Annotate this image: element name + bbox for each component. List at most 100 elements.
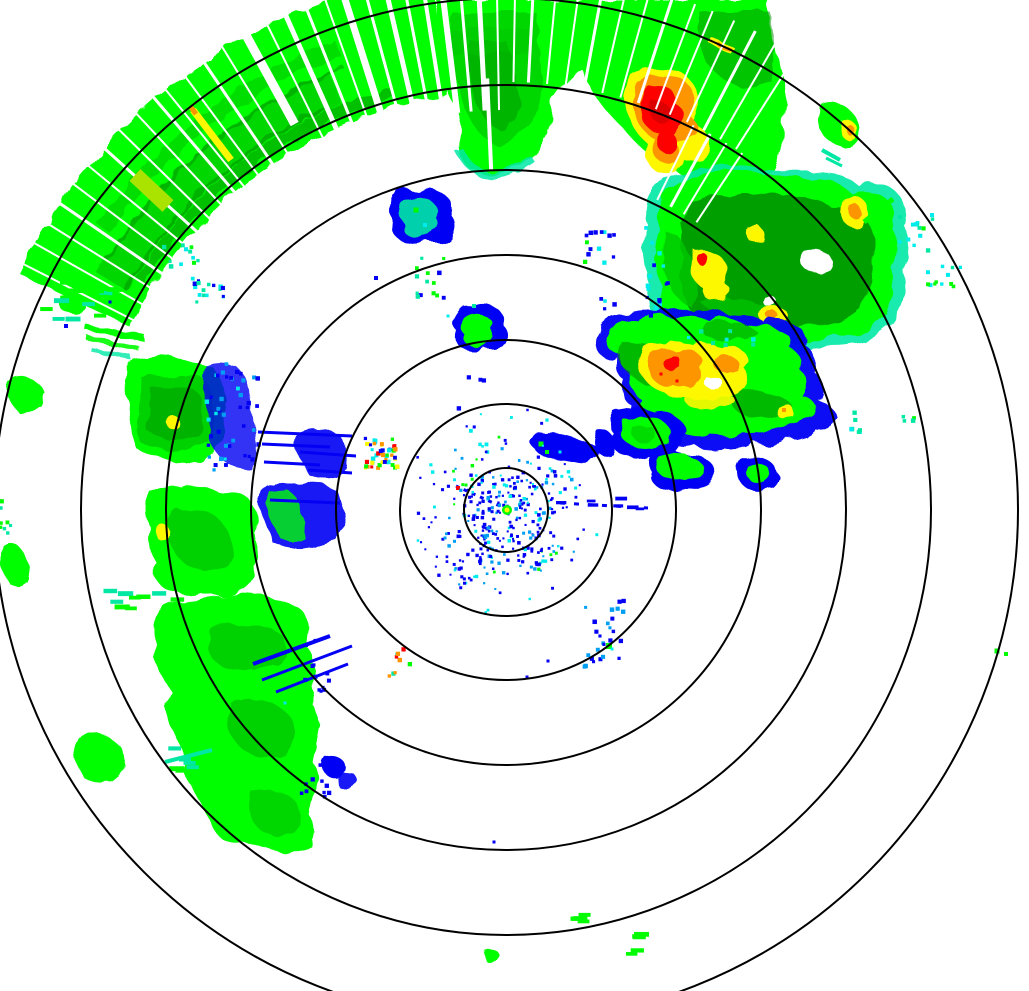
clutter-dot — [453, 478, 456, 482]
clutter-dot — [481, 529, 485, 532]
speckle-swath-end-fray — [82, 302, 95, 307]
clutter-dot — [498, 591, 502, 595]
speckle-east-mass-left-fringe — [644, 226, 648, 230]
speckle-center-right-dashes — [613, 504, 624, 508]
clutter-dot — [507, 526, 511, 530]
speckle-sw-edge-blue-1 — [313, 638, 318, 643]
speckle-clusters — [0, 207, 1008, 956]
clutter-dot — [516, 480, 519, 484]
clutter-dot — [494, 588, 497, 591]
clutter-dot — [454, 448, 457, 452]
clutter-dot — [550, 558, 554, 562]
clutter-dot — [578, 484, 581, 487]
radar-site-marker-core — [504, 507, 510, 513]
speckle-nw-specks-2 — [212, 283, 216, 288]
speckle-west-strip-speckle — [206, 417, 211, 422]
speckle-sw-edge-blue-2 — [322, 790, 326, 795]
speckle-east-mass-left-fringe — [646, 286, 651, 291]
speckle-nw-specks-2 — [202, 293, 206, 298]
speckle-sw-edge-blue-2 — [310, 777, 315, 782]
speckle-se-speckle — [602, 642, 606, 646]
speckle-n-blue-cluster — [612, 233, 616, 237]
speckle-multicolor-cluster — [390, 453, 394, 457]
clutter-dot — [487, 491, 490, 494]
speckle-nw-specks-2 — [193, 285, 198, 290]
speckle-sw-edge-blue-2 — [304, 789, 309, 794]
clutter-dot — [479, 547, 483, 551]
clutter-dot — [479, 556, 482, 559]
speckle-se-speckle — [611, 629, 616, 634]
speckle-west-strip-speckle — [204, 399, 210, 404]
clutter-dot — [548, 506, 552, 510]
speckle-nw-specks-1 — [162, 244, 167, 250]
speckle-dot — [994, 648, 1000, 654]
speckle-se-speckle — [598, 657, 603, 662]
white-stripe — [279, 4, 341, 134]
speckle-dot — [492, 840, 496, 844]
echo-left-edge-blob2 — [0, 542, 30, 587]
clutter-dot — [483, 582, 486, 585]
white-stripe — [735, 54, 797, 150]
speckle-dot — [464, 483, 468, 487]
range-ring — [80, 84, 932, 936]
echo-east-cell-yellow2 — [686, 394, 736, 410]
clutter-dot — [526, 502, 530, 507]
clutter-dot — [518, 501, 522, 504]
clutter-dot — [487, 529, 491, 533]
speckle-nw-specks-1 — [189, 245, 194, 249]
clutter-dot — [430, 521, 433, 524]
speckle-n-blue-cluster — [607, 233, 612, 238]
speckle-ne-teal-1 — [918, 233, 923, 238]
clutter-dot — [483, 535, 488, 540]
speckle-se-speckle — [598, 634, 602, 638]
white-stripe — [619, 0, 649, 98]
clutter-dot — [478, 501, 482, 505]
clutter-dot — [429, 463, 433, 467]
clutter-dot — [530, 547, 534, 551]
clutter-dot — [441, 488, 445, 492]
speckle-west-strip-speckle — [206, 443, 211, 447]
speckle-west-strip-speckle — [227, 444, 232, 448]
clutter-dot — [522, 501, 526, 505]
speckle-multicolor-cluster — [380, 452, 386, 458]
streak — [257, 430, 353, 438]
speckle-dot — [659, 372, 663, 376]
clutter-dot — [506, 572, 509, 576]
speckle-tongue-blue-dots — [468, 428, 473, 433]
speckle-c-blob-trail — [425, 279, 429, 284]
clutter-dot — [483, 566, 486, 569]
clutter-dot — [557, 545, 560, 548]
clutter-dot — [528, 597, 531, 601]
white-stripe — [79, 158, 188, 249]
speckle-sw-mixed-specks — [393, 671, 397, 675]
speckle-se-speckle — [617, 599, 622, 604]
clutter-dot — [469, 500, 473, 504]
clutter-dot — [416, 539, 420, 542]
speckle-teal-dash-row2 — [183, 761, 196, 765]
speckle-bottom-dash-1 — [573, 916, 588, 921]
speckle-west-strip-speckle — [213, 463, 218, 468]
streak — [190, 107, 234, 163]
speckle-west-strip-speckle — [207, 455, 211, 459]
clutter-dot — [453, 503, 456, 506]
white-stripe — [719, 41, 777, 140]
speckle-c-blob-trail — [437, 270, 442, 276]
clutter-dot — [570, 558, 574, 562]
speckle-e-teal-specks2 — [910, 418, 916, 423]
speckle-bottom-dash-2 — [632, 935, 646, 940]
speckle-multicolor-cluster — [363, 436, 368, 441]
speckle-east-mass-left-fringe — [652, 263, 656, 268]
speckle-left-edge-specks — [2, 526, 7, 531]
speckle-n-blue-cluster — [584, 233, 589, 238]
echo-east-sub-b1 — [593, 429, 616, 456]
speckle-nw-specks-2 — [206, 282, 211, 287]
speckle-se-speckle — [584, 605, 588, 609]
speckle-dot — [446, 314, 450, 318]
speckle-bottom-dash-2 — [630, 948, 644, 953]
streak — [862, 197, 895, 224]
speckle-ne-teal-1 — [917, 225, 922, 230]
speckle-n-blue-cluster — [588, 247, 593, 252]
speckle-bottom-dash-1 — [578, 912, 591, 917]
speckle-left-edge-specks — [0, 525, 3, 529]
speckle-teal-dash-row — [136, 594, 151, 600]
